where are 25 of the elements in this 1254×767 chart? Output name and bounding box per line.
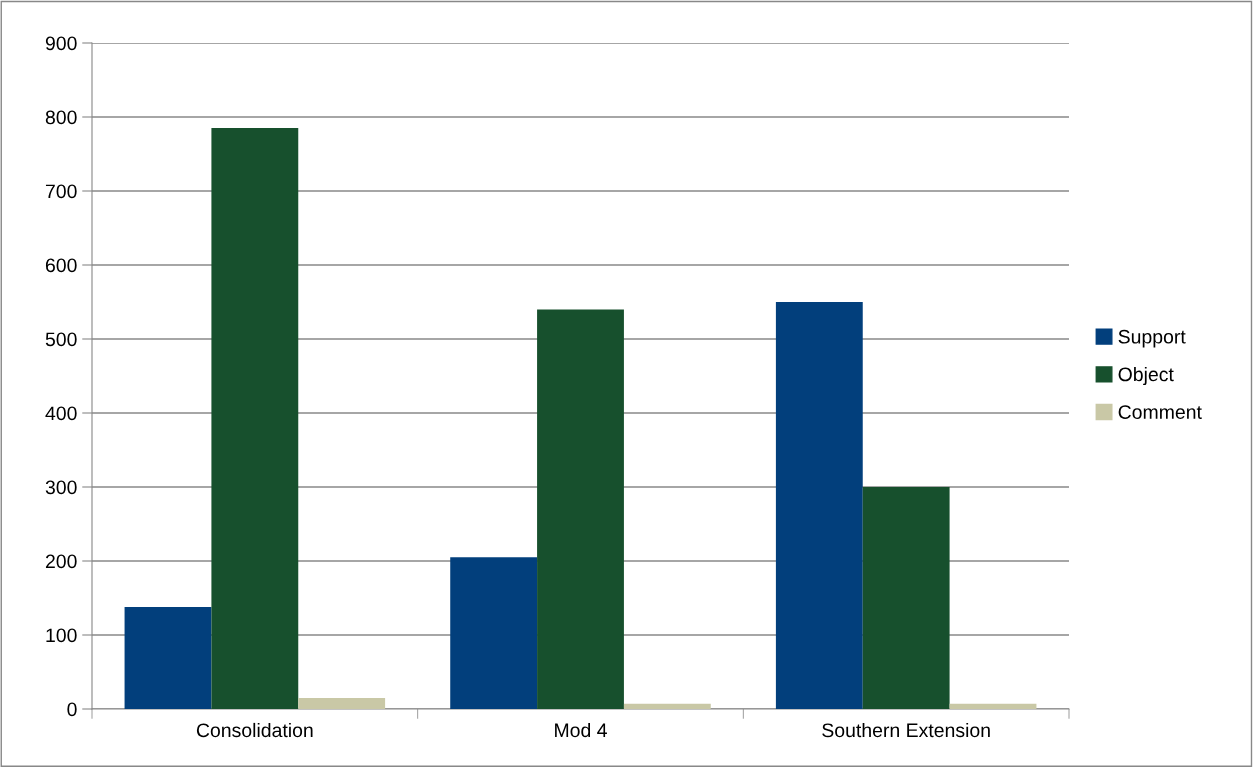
y-tick-label: 300 <box>45 480 77 495</box>
y-tick-label: 0 <box>67 702 77 717</box>
y-tick-label: 500 <box>45 332 77 347</box>
bar <box>949 703 1037 709</box>
bar <box>537 309 624 709</box>
bar <box>775 302 863 709</box>
bar <box>623 703 711 709</box>
y-tick-label: 600 <box>45 258 77 273</box>
x-tick-label: Consolidation <box>196 722 313 738</box>
y-tick-label: 200 <box>45 554 77 569</box>
x-tick-label: Mod 4 <box>555 722 607 738</box>
legend-label: Object <box>1118 366 1174 386</box>
y-tick-label: 800 <box>45 110 77 125</box>
y-tick-label: 700 <box>45 184 77 199</box>
y-tick-label: 900 <box>45 36 77 51</box>
bar <box>298 697 386 709</box>
bar <box>124 606 212 709</box>
x-tick-label: Southern Extension <box>822 722 990 738</box>
bar <box>450 557 538 709</box>
bar <box>862 487 950 709</box>
legend-label: Support <box>1118 329 1186 348</box>
y-tick-label: 100 <box>46 628 77 643</box>
y-tick-label: 400 <box>45 406 77 421</box>
legend-label: Comment <box>1118 405 1202 419</box>
bar <box>211 128 299 709</box>
